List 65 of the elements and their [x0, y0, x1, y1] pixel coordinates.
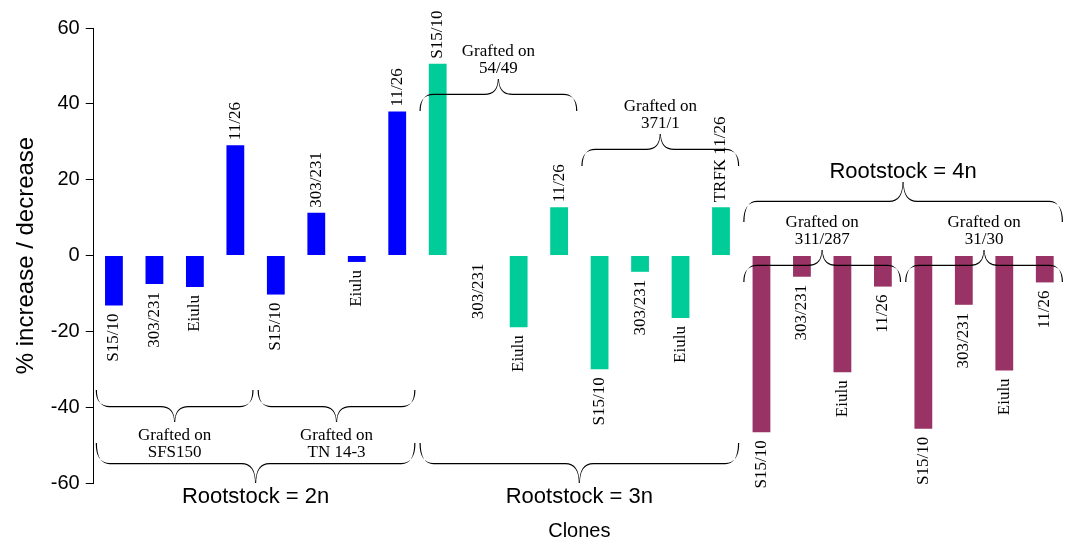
- x-tick-label: 11/26: [224, 102, 244, 141]
- bar: [266, 256, 285, 295]
- bar: [307, 212, 326, 255]
- bar: [631, 256, 649, 272]
- bar: [1035, 256, 1054, 283]
- x-tick-label: S15/10: [589, 377, 609, 426]
- bar: [388, 111, 407, 255]
- x-tick-label: S15/10: [912, 436, 932, 485]
- x-tick-label: 11/26: [872, 294, 892, 333]
- x-axis-title: Clones: [548, 518, 611, 541]
- annotation: Grafted on TN 14-3: [299, 425, 374, 462]
- x-tick-label: TRFK 11/26: [710, 116, 730, 203]
- y-tick-label: 0: [68, 243, 80, 266]
- annotation: Rootstock = 4n: [829, 158, 977, 184]
- x-tick-label: 11/26: [1034, 290, 1054, 329]
- y-tick-label: -60: [50, 470, 80, 493]
- bar: [671, 256, 690, 319]
- x-tick-label: Eiulu: [346, 269, 366, 307]
- y-tick-label: 40: [57, 91, 80, 114]
- bar: [793, 256, 811, 277]
- x-tick-label: 11/26: [386, 68, 406, 107]
- annotation: Grafted on 371/1: [623, 96, 698, 133]
- bar: [752, 256, 771, 433]
- annotation: Rootstock = 3n: [505, 483, 654, 509]
- x-tick-label: 303/231: [953, 312, 973, 369]
- x-tick-label: 303/231: [467, 263, 487, 320]
- x-tick-label: S15/10: [103, 313, 123, 362]
- bar: [185, 256, 204, 287]
- bar: [590, 256, 609, 370]
- y-tick-label: -40: [50, 394, 80, 417]
- x-tick-label: Eiulu: [993, 377, 1013, 416]
- bar: [428, 63, 447, 255]
- bar: [995, 256, 1014, 371]
- x-tick-label: 11/26: [548, 164, 568, 203]
- bar: [105, 256, 123, 306]
- bar: [712, 207, 730, 255]
- x-tick-label: S15/10: [265, 302, 285, 351]
- annotation: Grafted on 31/30: [947, 212, 1022, 249]
- bar: [509, 256, 528, 328]
- x-tick-label: Eiulu: [831, 379, 851, 418]
- annotation: Grafted on 311/287: [785, 212, 860, 249]
- annotation: Grafted on 54/49: [461, 41, 536, 78]
- y-tick-label: 60: [57, 15, 80, 38]
- y-axis-title: % increase / decrease: [11, 136, 39, 375]
- x-tick-label: Eiulu: [184, 294, 204, 332]
- annotation: Rootstock = 2n: [181, 483, 330, 509]
- x-tick-label: Eiulu: [670, 325, 689, 363]
- x-tick-label: 303/231: [791, 284, 811, 341]
- bar: [914, 256, 933, 429]
- bar: [347, 256, 366, 262]
- y-tick-label: 20: [57, 167, 80, 190]
- x-tick-label: 303/231: [629, 279, 649, 336]
- bar: [833, 256, 852, 373]
- bar: [145, 256, 164, 284]
- x-tick-label: 303/231: [143, 291, 163, 348]
- x-tick-label: S15/10: [427, 10, 447, 59]
- bar: [873, 256, 892, 287]
- x-tick-label: S15/10: [750, 440, 770, 489]
- bar: [954, 256, 973, 305]
- bar: [550, 207, 569, 255]
- x-tick-label: Eiulu: [508, 334, 528, 373]
- annotation: Grafted on SFS150: [138, 425, 212, 462]
- bar: [226, 145, 245, 255]
- x-tick-label: 303/231: [305, 151, 325, 208]
- y-tick-label: -20: [50, 318, 80, 341]
